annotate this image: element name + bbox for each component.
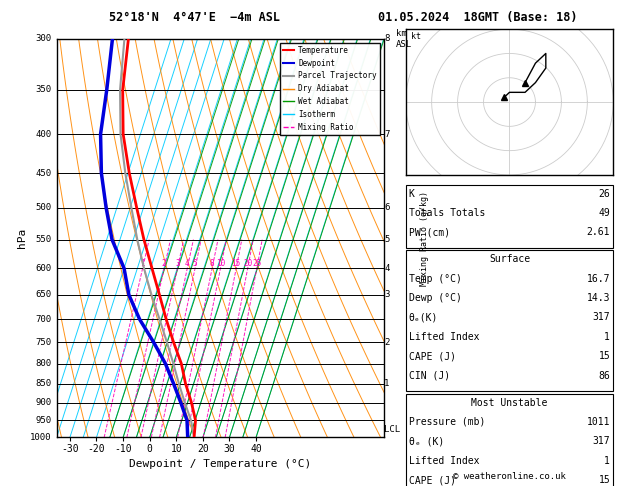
Text: 15: 15 [598, 475, 610, 486]
Text: 15: 15 [231, 260, 241, 268]
Text: Lifted Index: Lifted Index [409, 456, 479, 466]
Text: 1: 1 [384, 379, 390, 388]
Text: 1000: 1000 [30, 433, 52, 442]
Text: 300: 300 [36, 35, 52, 43]
Text: Most Unstable: Most Unstable [471, 398, 548, 408]
Text: 25: 25 [252, 260, 261, 268]
Text: 650: 650 [36, 290, 52, 299]
Text: Surface: Surface [489, 254, 530, 264]
Text: Lifted Index: Lifted Index [409, 332, 479, 342]
Text: 14.3: 14.3 [587, 293, 610, 303]
Text: hPa: hPa [17, 228, 27, 248]
Text: 550: 550 [36, 235, 52, 244]
Text: Mixing Ratio (g/kg): Mixing Ratio (g/kg) [420, 191, 429, 286]
Text: km
ASL: km ASL [396, 29, 413, 49]
Text: 750: 750 [36, 338, 52, 347]
Text: 52°18'N  4°47'E  −4m ASL: 52°18'N 4°47'E −4m ASL [109, 11, 281, 23]
Text: 5: 5 [192, 260, 198, 268]
Text: 16.7: 16.7 [587, 274, 610, 284]
Text: 3: 3 [175, 260, 180, 268]
X-axis label: Dewpoint / Temperature (°C): Dewpoint / Temperature (°C) [129, 458, 311, 469]
Text: 317: 317 [593, 312, 610, 323]
Text: Pressure (mb): Pressure (mb) [409, 417, 485, 427]
Text: 4: 4 [384, 264, 390, 273]
Text: 8: 8 [209, 260, 214, 268]
Text: © weatheronline.co.uk: © weatheronline.co.uk [453, 472, 566, 481]
Text: 400: 400 [36, 130, 52, 139]
Text: LCL: LCL [384, 424, 401, 434]
Text: 350: 350 [36, 86, 52, 94]
Text: CIN (J): CIN (J) [409, 371, 450, 381]
Text: 850: 850 [36, 379, 52, 388]
Text: 10: 10 [216, 260, 225, 268]
Text: 6: 6 [384, 204, 390, 212]
Text: 500: 500 [36, 204, 52, 212]
Text: CAPE (J): CAPE (J) [409, 351, 456, 362]
Text: 900: 900 [36, 398, 52, 407]
Text: θₑ (K): θₑ (K) [409, 436, 444, 447]
Text: 1: 1 [604, 456, 610, 466]
Text: 1: 1 [140, 260, 145, 268]
Text: 15: 15 [598, 351, 610, 362]
Legend: Temperature, Dewpoint, Parcel Trajectory, Dry Adiabat, Wet Adiabat, Isotherm, Mi: Temperature, Dewpoint, Parcel Trajectory… [280, 43, 380, 135]
Text: 600: 600 [36, 264, 52, 273]
Text: kt: kt [411, 32, 421, 41]
Text: 26: 26 [598, 189, 610, 199]
Text: 950: 950 [36, 416, 52, 425]
Text: 01.05.2024  18GMT (Base: 18): 01.05.2024 18GMT (Base: 18) [378, 11, 578, 23]
Text: K: K [409, 189, 415, 199]
Text: CAPE (J): CAPE (J) [409, 475, 456, 486]
Text: 20: 20 [243, 260, 252, 268]
Text: 2: 2 [162, 260, 167, 268]
Text: 3: 3 [384, 290, 390, 299]
Text: 1: 1 [604, 332, 610, 342]
Text: 5: 5 [384, 235, 390, 244]
Text: 2.61: 2.61 [587, 227, 610, 238]
Text: Temp (°C): Temp (°C) [409, 274, 462, 284]
Text: 450: 450 [36, 169, 52, 177]
Text: 2: 2 [384, 338, 390, 347]
Text: Totals Totals: Totals Totals [409, 208, 485, 218]
Text: 4: 4 [185, 260, 189, 268]
Text: 7: 7 [384, 130, 390, 139]
Text: θₑ(K): θₑ(K) [409, 312, 438, 323]
Text: 700: 700 [36, 315, 52, 324]
Text: 1011: 1011 [587, 417, 610, 427]
Text: 8: 8 [384, 35, 390, 43]
Text: PW (cm): PW (cm) [409, 227, 450, 238]
Text: 49: 49 [598, 208, 610, 218]
Text: 317: 317 [593, 436, 610, 447]
Text: Dewp (°C): Dewp (°C) [409, 293, 462, 303]
Text: 86: 86 [598, 371, 610, 381]
Text: 800: 800 [36, 359, 52, 368]
